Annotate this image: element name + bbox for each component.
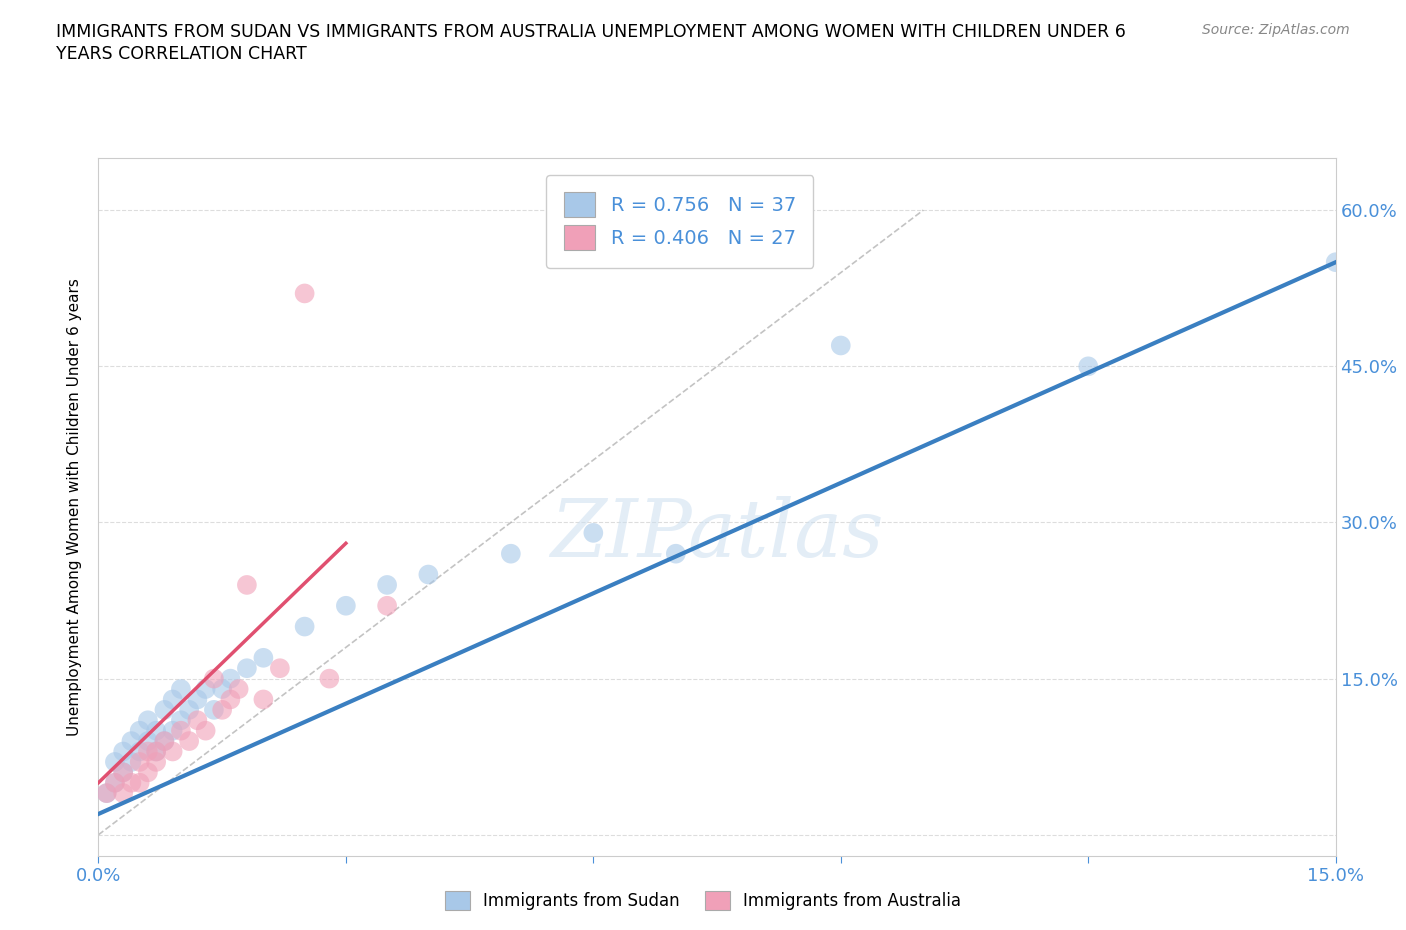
- Point: [120, 754, 142, 769]
- Point: [145, 754, 167, 769]
- Point: [120, 734, 142, 749]
- Legend: Immigrants from Sudan, Immigrants from Australia: Immigrants from Sudan, Immigrants from A…: [439, 884, 967, 917]
- Point: [318, 671, 340, 686]
- Point: [219, 671, 242, 686]
- Point: [153, 702, 176, 717]
- Point: [228, 682, 250, 697]
- Point: [136, 764, 159, 779]
- Point: [112, 786, 135, 801]
- Point: [112, 744, 135, 759]
- Point: [375, 598, 398, 613]
- Point: [153, 734, 176, 749]
- Y-axis label: Unemployment Among Women with Children Under 6 years: Unemployment Among Women with Children U…: [67, 278, 83, 736]
- Point: [162, 692, 184, 707]
- Point: [136, 734, 159, 749]
- Point: [145, 744, 167, 759]
- Point: [162, 744, 184, 759]
- Point: [335, 598, 357, 613]
- Point: [128, 754, 150, 769]
- Point: [136, 712, 159, 727]
- Point: [294, 286, 316, 301]
- Point: [104, 776, 127, 790]
- Point: [170, 724, 193, 738]
- Point: [830, 338, 852, 352]
- Point: [202, 702, 225, 717]
- Point: [211, 682, 233, 697]
- Point: [128, 776, 150, 790]
- Point: [294, 619, 316, 634]
- Text: YEARS CORRELATION CHART: YEARS CORRELATION CHART: [56, 45, 307, 62]
- Point: [186, 712, 208, 727]
- Point: [120, 776, 142, 790]
- Point: [145, 744, 167, 759]
- Point: [162, 724, 184, 738]
- Point: [136, 744, 159, 759]
- Text: Source: ZipAtlas.com: Source: ZipAtlas.com: [1202, 23, 1350, 37]
- Point: [179, 734, 201, 749]
- Point: [202, 671, 225, 686]
- Point: [236, 661, 259, 676]
- Text: IMMIGRANTS FROM SUDAN VS IMMIGRANTS FROM AUSTRALIA UNEMPLOYMENT AMONG WOMEN WITH: IMMIGRANTS FROM SUDAN VS IMMIGRANTS FROM…: [56, 23, 1126, 41]
- Point: [582, 525, 605, 540]
- Point: [269, 661, 291, 676]
- Point: [112, 764, 135, 779]
- Legend: R = 0.756   N = 37, R = 0.406   N = 27: R = 0.756 N = 37, R = 0.406 N = 27: [547, 175, 814, 268]
- Point: [179, 702, 201, 717]
- Point: [128, 724, 150, 738]
- Point: [194, 724, 217, 738]
- Point: [104, 776, 127, 790]
- Point: [186, 692, 208, 707]
- Point: [128, 744, 150, 759]
- Point: [665, 546, 688, 561]
- Point: [252, 650, 274, 665]
- Point: [219, 692, 242, 707]
- Point: [375, 578, 398, 592]
- Point: [170, 682, 193, 697]
- Point: [153, 734, 176, 749]
- Point: [112, 764, 135, 779]
- Point: [418, 567, 440, 582]
- Point: [96, 786, 118, 801]
- Point: [145, 724, 167, 738]
- Point: [499, 546, 522, 561]
- Point: [96, 786, 118, 801]
- Point: [194, 682, 217, 697]
- Point: [1077, 359, 1099, 374]
- Point: [1324, 255, 1347, 270]
- Point: [104, 754, 127, 769]
- Point: [211, 702, 233, 717]
- Point: [236, 578, 259, 592]
- Point: [252, 692, 274, 707]
- Text: ZIPatlas: ZIPatlas: [550, 496, 884, 574]
- Point: [170, 712, 193, 727]
